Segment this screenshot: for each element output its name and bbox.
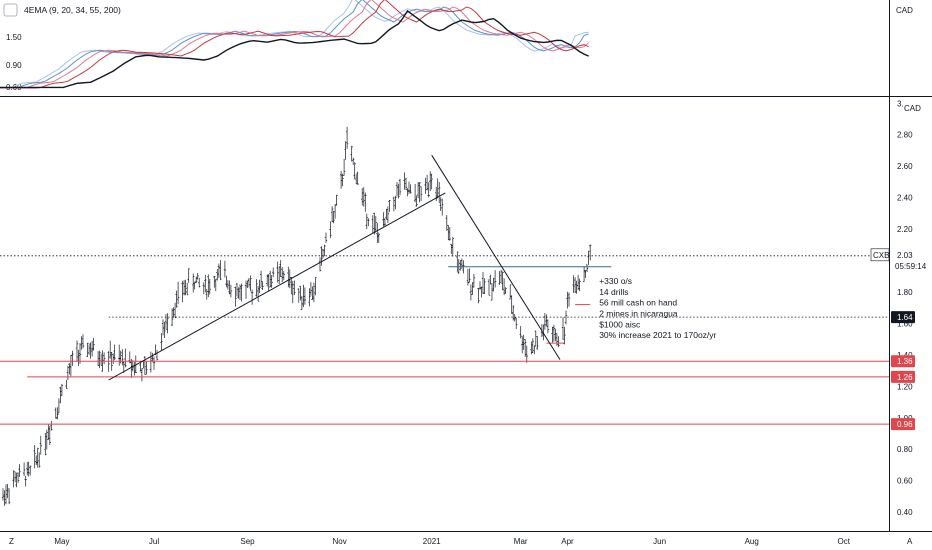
time-tick: Mar bbox=[514, 537, 528, 546]
indicator-title: 4EMA (9, 20, 34, 55, 200) bbox=[24, 5, 121, 15]
indicator-tick: 0.90 bbox=[6, 61, 22, 70]
level-badge: 0.96 bbox=[891, 418, 915, 430]
price-tick: 2.20 bbox=[897, 225, 913, 234]
svg-text:1.36: 1.36 bbox=[897, 357, 913, 366]
svg-text:1.64: 1.64 bbox=[897, 313, 913, 322]
price-tick: 2.40 bbox=[897, 194, 913, 203]
price-tick: 0.40 bbox=[897, 508, 913, 517]
time-tick: Sep bbox=[240, 537, 255, 546]
time-tick: Aug bbox=[745, 537, 759, 546]
price-tick: 0.60 bbox=[897, 477, 913, 486]
note-line: $1000 aisc bbox=[599, 319, 641, 329]
time-tick: Jun bbox=[653, 537, 666, 546]
price-tick: 0.80 bbox=[897, 445, 913, 454]
time-tick: Apr bbox=[561, 537, 574, 546]
indicator-tick: 1.50 bbox=[6, 33, 22, 42]
time-tick: May bbox=[54, 537, 69, 546]
note-line: +330 o/s bbox=[599, 276, 632, 286]
price-tick: 2.60 bbox=[897, 162, 913, 171]
price-tick: 2.80 bbox=[897, 131, 913, 140]
note-line: 56 mill cash on hand bbox=[599, 298, 677, 308]
price-axis-currency: CAD bbox=[904, 104, 921, 113]
note-line: 2 mines in nicaragua bbox=[599, 309, 678, 319]
price-tick: 1.80 bbox=[897, 288, 913, 297]
time-tick: Nov bbox=[332, 537, 346, 546]
auto-scale-button[interactable]: A bbox=[907, 537, 913, 546]
note-line: 14 drills bbox=[599, 287, 628, 297]
time-tick: Jul bbox=[149, 537, 159, 546]
time-tick: 2021 bbox=[423, 537, 441, 546]
bar-countdown: 05:59:14 bbox=[895, 262, 927, 271]
note-line: 30% increase 2021 to 170oz/yr bbox=[599, 330, 716, 340]
price-tick: 3. bbox=[897, 99, 904, 108]
last-price-symbol: CXB bbox=[873, 251, 889, 260]
svg-text:0.96: 0.96 bbox=[897, 420, 913, 429]
level-badge: 1.26 bbox=[891, 371, 915, 383]
time-tick: Oct bbox=[837, 537, 850, 546]
price-tick: 1.20 bbox=[897, 382, 913, 391]
level-badge: 1.36 bbox=[891, 355, 915, 367]
level-badge: 1.64 bbox=[891, 311, 915, 323]
indicator-currency: CAD bbox=[896, 6, 913, 15]
last-price-value: 2.03 bbox=[897, 251, 913, 260]
svg-text:1.26: 1.26 bbox=[897, 373, 913, 382]
reset-zoom-button[interactable]: Z bbox=[9, 537, 14, 546]
